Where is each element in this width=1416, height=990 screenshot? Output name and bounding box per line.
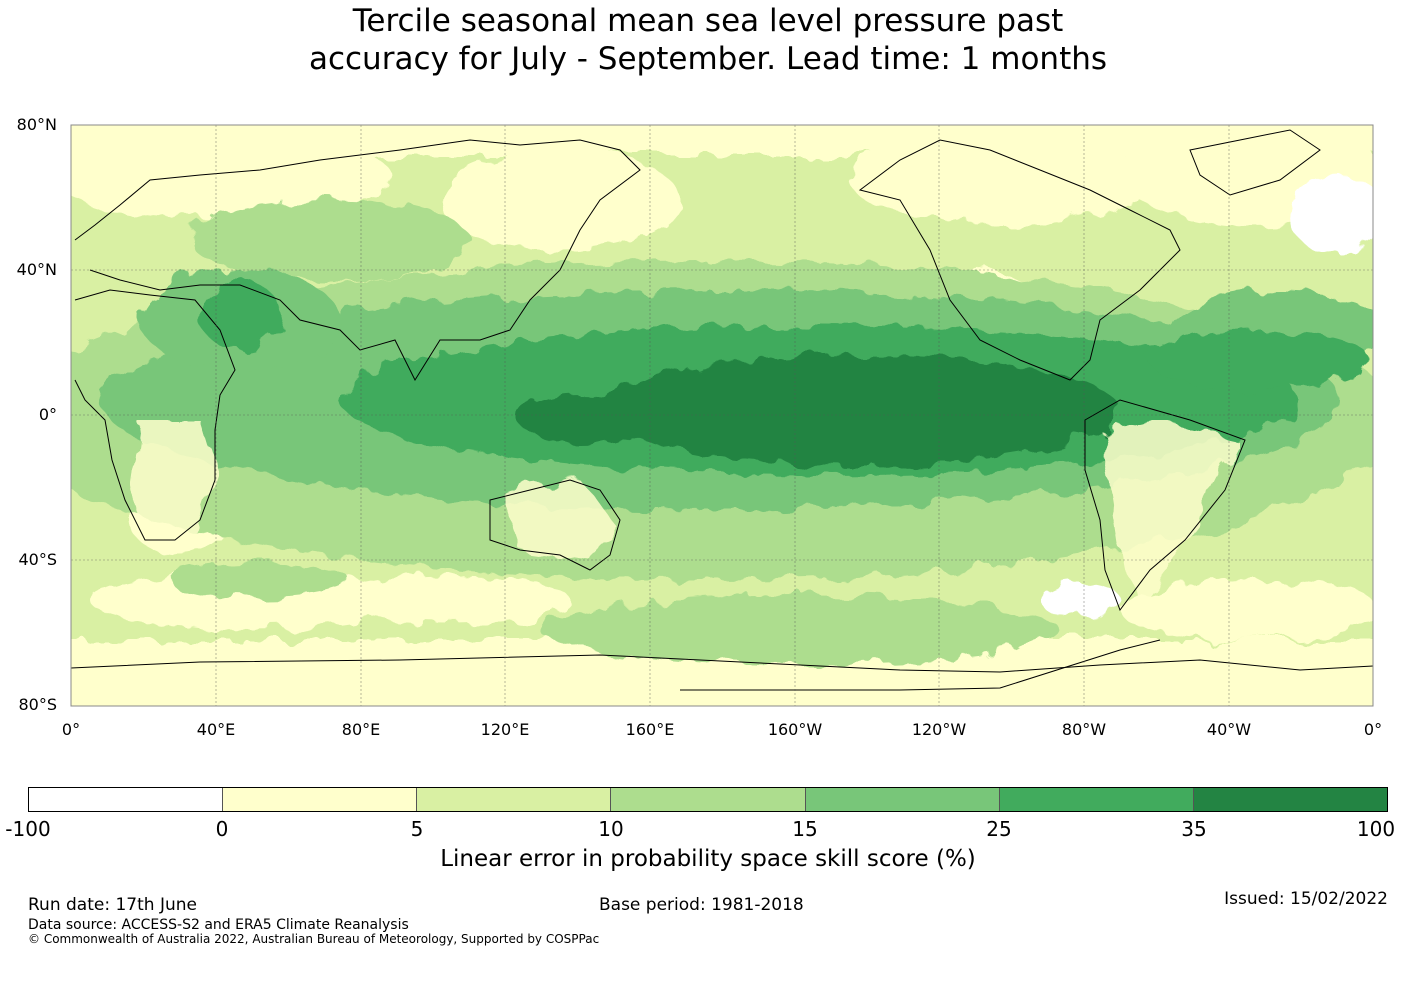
run-date: Run date: 17th June	[28, 895, 197, 915]
lon-label-160e: 160°E	[625, 720, 675, 739]
colorbar-tick: 35	[1181, 817, 1207, 841]
lon-label-0-right: 0°	[1363, 720, 1383, 739]
graticule	[71, 125, 1373, 706]
colorbar-tick: 25	[986, 817, 1012, 841]
colorbar	[28, 787, 1388, 812]
lon-label-120w: 120°W	[911, 720, 967, 739]
lon-label-160w: 160°W	[767, 720, 823, 739]
lat-label-40n: 40°N	[16, 260, 57, 279]
colorbar-tick: 10	[598, 817, 624, 841]
colorbar-tick: -100	[5, 817, 51, 841]
map-title: Tercile seasonal mean sea level pressure…	[0, 2, 1416, 78]
colorbar-swatch	[805, 788, 1000, 811]
lon-label-80e: 80°E	[341, 720, 381, 739]
issued-date: Issued: 15/02/2022	[1224, 889, 1388, 909]
lon-label-0-left: 0°	[61, 720, 81, 739]
base-period: Base period: 1981-2018	[599, 895, 804, 915]
lat-label-40s: 40°S	[18, 550, 57, 569]
lon-label-120e: 120°E	[480, 720, 530, 739]
lon-label-40w: 40°W	[1206, 720, 1252, 739]
colorbar-tick: 5	[410, 817, 424, 841]
colorbar-swatch	[417, 788, 612, 811]
lon-label-40e: 40°E	[196, 720, 236, 739]
colorbar-tick: 0	[215, 817, 229, 841]
colorbar-tick: 100	[1356, 817, 1396, 841]
colorbar-swatch	[1193, 788, 1387, 811]
colorbar-swatch	[223, 788, 418, 811]
lon-label-80w: 80°W	[1061, 720, 1107, 739]
colorbar-swatch	[611, 788, 806, 811]
colorbar-swatch	[999, 788, 1194, 811]
colorbar-tick: 15	[792, 817, 818, 841]
colorbar-label: Linear error in probability space skill …	[440, 846, 976, 872]
title-line-2: accuracy for July - September. Lead time…	[308, 41, 1108, 77]
copyright: © Commonwealth of Australia 2022, Austra…	[28, 932, 600, 946]
data-source: Data source: ACCESS-S2 and ERA5 Climate …	[28, 917, 409, 933]
skill-score-map	[70, 124, 1374, 707]
lat-label-80n: 80°N	[16, 115, 57, 134]
colorbar-swatch	[29, 788, 224, 811]
lat-label-0: 0°	[38, 405, 57, 424]
lat-label-80s: 80°S	[18, 695, 57, 714]
title-line-1: Tercile seasonal mean sea level pressure…	[352, 3, 1064, 39]
map-field	[71, 125, 1373, 706]
